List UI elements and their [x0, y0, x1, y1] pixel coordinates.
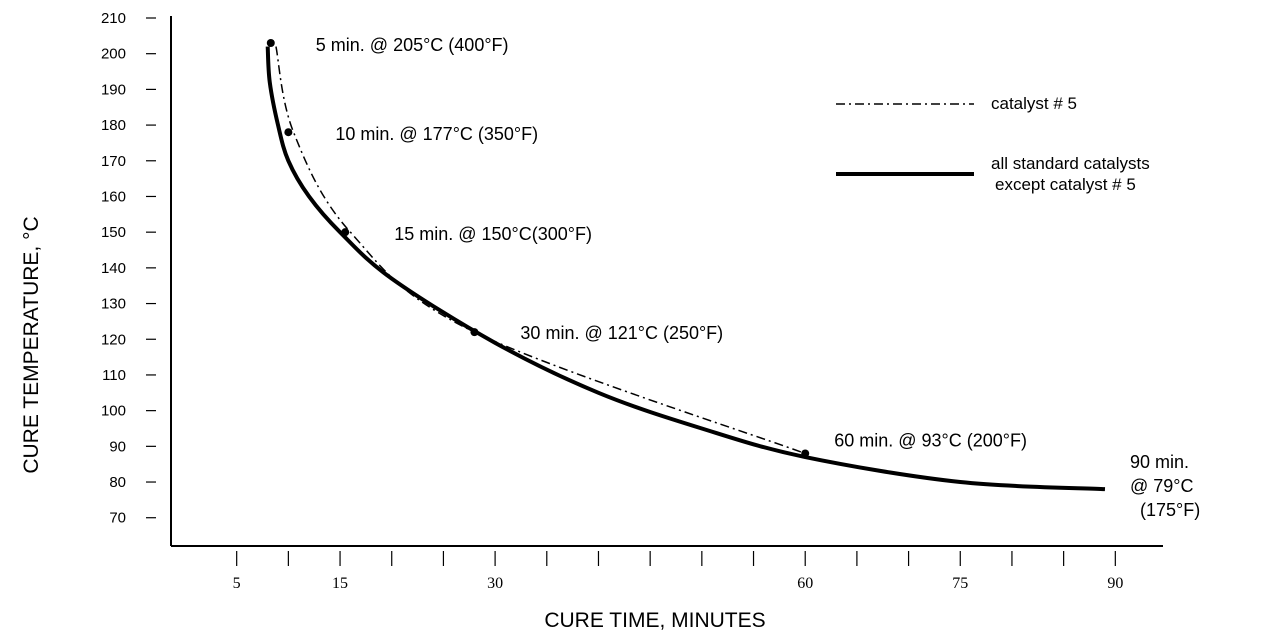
annotation-marker	[341, 228, 350, 237]
annotations-group: 5 min. @ 205°C (400°F) 10 min. @ 177°C (3…	[266, 35, 1200, 520]
annotation-label: 5 min. @ 205°C (400°F)	[316, 35, 509, 55]
y-tick-label: 100	[101, 403, 126, 420]
x-tick-label: 5	[233, 575, 241, 592]
y-tick-label: 160	[101, 188, 126, 205]
y-tick-label: 80	[109, 474, 126, 491]
y-tick-label: 170	[101, 153, 126, 170]
y-ticks-group: 70 80 90 100 110 120 130 140 150 160 170 180 190 200 2…	[101, 10, 156, 527]
legend-label-1: all standard catalysts except catalyst # …	[991, 154, 1150, 194]
annotation-marker	[470, 328, 479, 337]
annotation-label: 90 min. @ 79°C (175°F)	[1130, 452, 1200, 520]
y-tick-label: 140	[101, 260, 126, 277]
legend-label-0: catalyst # 5	[991, 94, 1077, 113]
axes-group	[170, 16, 1163, 547]
series-line-0	[275, 46, 806, 455]
x-tick-label: 60	[797, 575, 813, 592]
series-line-1	[265, 46, 1106, 492]
y-tick-label: 70	[109, 510, 126, 527]
x-tick-label: 15	[332, 575, 348, 592]
x-ticks-group: 5 15 30 60 75 90	[233, 551, 1123, 592]
y-tick-label: 90	[109, 438, 126, 455]
y-tick-label: 200	[101, 46, 126, 63]
annotation-marker	[284, 128, 293, 137]
y-tick-label: 130	[101, 296, 126, 313]
y-tick-label: 110	[102, 367, 126, 384]
x-tick-label: 90	[1107, 575, 1123, 592]
x-axis-title: CURE TIME, MINUTES	[544, 609, 765, 631]
annotation-label: 30 min. @ 121°C (250°F)	[520, 323, 723, 343]
annotation-label: 15 min. @ 150°C(300°F)	[394, 224, 592, 244]
legend: catalyst # 5 all standard catalysts except…	[836, 94, 1150, 194]
annotation-label: 60 min. @ 93°C (200°F)	[834, 430, 1027, 450]
annotation-marker	[801, 449, 810, 458]
y-tick-label: 180	[101, 117, 126, 134]
y-tick-label: 120	[101, 331, 126, 348]
annotation-marker	[266, 38, 275, 47]
y-tick-label: 150	[101, 224, 126, 241]
series-group	[265, 46, 1106, 492]
x-tick-label: 75	[952, 575, 968, 592]
y-tick-label: 210	[101, 10, 126, 27]
y-tick-label: 190	[101, 81, 126, 98]
x-tick-label: 30	[487, 575, 503, 592]
annotation-label: 10 min. @ 177°C (350°F)	[335, 124, 538, 144]
y-axis-title: CURE TEMPERATURE, °C	[20, 216, 43, 473]
